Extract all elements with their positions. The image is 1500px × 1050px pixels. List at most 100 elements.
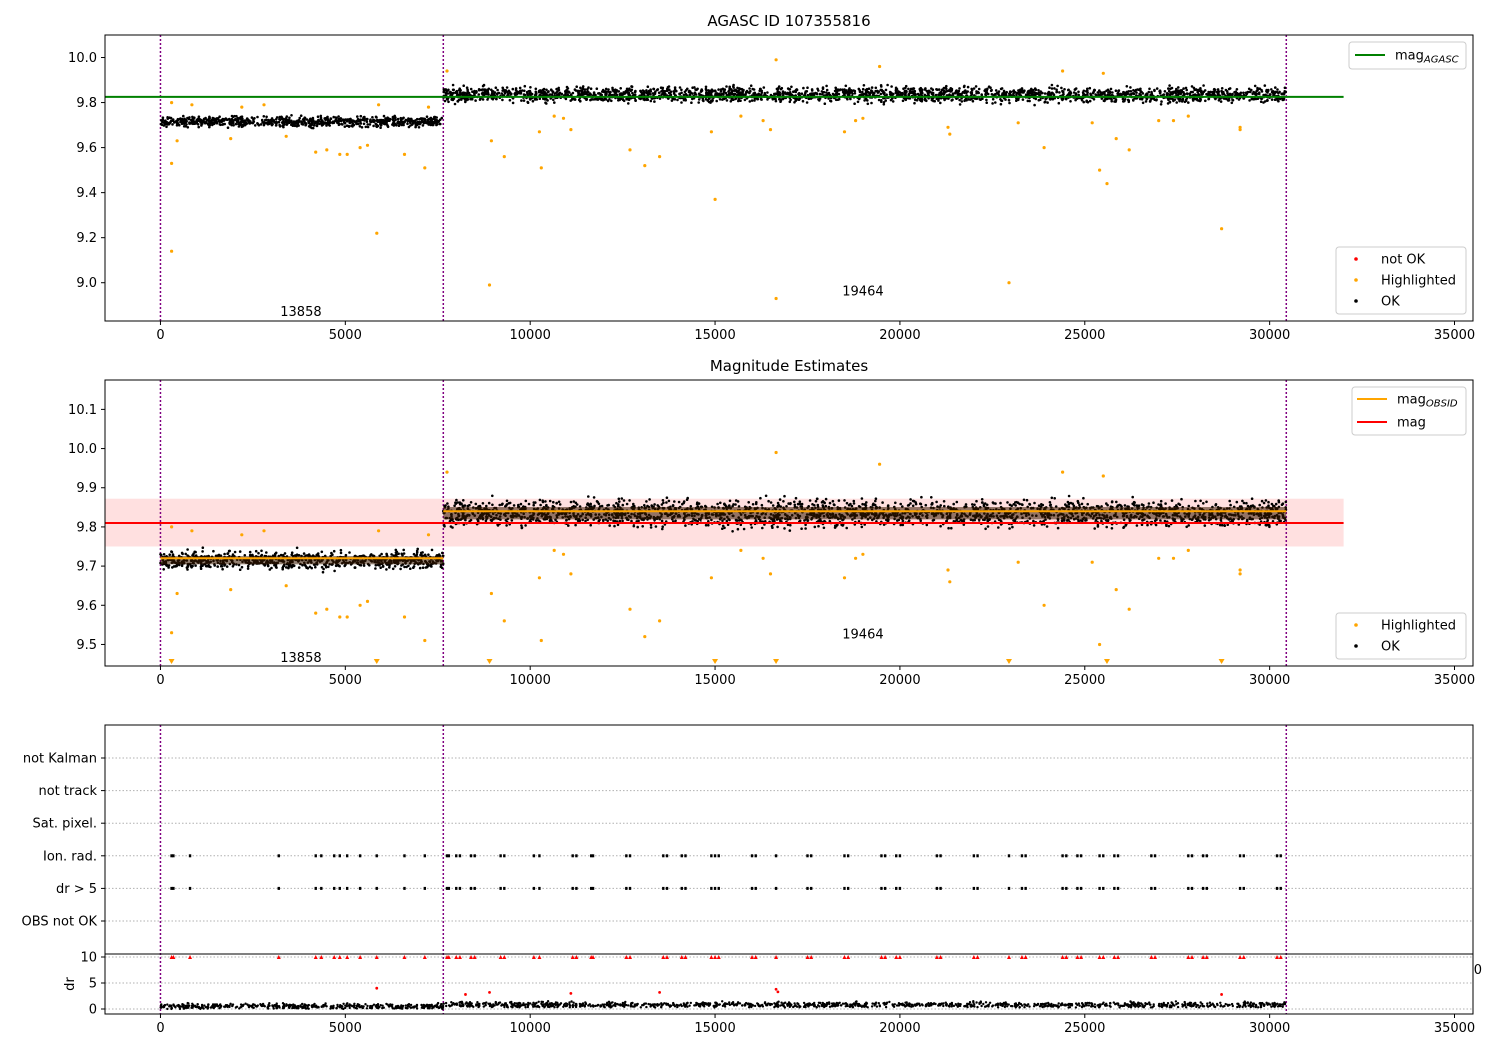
ok-point — [715, 99, 718, 103]
ok-point — [667, 97, 670, 100]
ok-point — [339, 548, 343, 552]
ok-point — [1147, 90, 1151, 94]
ok-point — [327, 123, 331, 126]
ok-point — [511, 87, 515, 91]
ok-point — [560, 92, 564, 96]
ok-point — [185, 119, 188, 122]
ok-point — [1080, 502, 1084, 506]
ok-point — [1128, 93, 1131, 96]
ok-point — [271, 119, 274, 123]
ok-point — [958, 98, 961, 102]
highlighted-point — [1127, 148, 1131, 152]
ok-point — [817, 89, 820, 92]
ok-point — [305, 566, 308, 569]
ok-point — [1104, 97, 1108, 101]
ok-point — [199, 120, 202, 124]
ok-point — [1033, 91, 1036, 94]
ok-point — [682, 98, 686, 102]
ok-point — [1096, 91, 1100, 94]
ok-point — [508, 98, 512, 102]
ok-point — [1092, 98, 1096, 101]
ok-point — [985, 101, 988, 104]
ok-point — [542, 92, 545, 96]
y-tick-label: 9.8 — [76, 96, 97, 111]
ok-point — [393, 565, 397, 568]
ok-point — [790, 93, 794, 97]
ok-point — [1266, 99, 1269, 102]
ok-point — [1153, 98, 1156, 101]
ok-point — [365, 120, 369, 123]
ok-point — [215, 121, 219, 125]
ok-point — [1241, 499, 1244, 503]
ok-point — [241, 124, 245, 128]
ok-point — [1119, 92, 1122, 96]
ok-point — [641, 89, 645, 92]
ok-point — [1202, 90, 1206, 94]
ok-point — [639, 97, 642, 101]
ok-point — [540, 90, 543, 93]
ok-point — [566, 93, 569, 96]
ok-point — [1230, 101, 1234, 105]
ok-point — [806, 93, 810, 97]
ok-point — [957, 89, 961, 93]
ok-point — [700, 89, 703, 93]
y-tick-label: 9.4 — [76, 186, 97, 201]
highlighted-point — [948, 132, 952, 136]
ok-point — [275, 123, 278, 127]
ok-point — [620, 497, 624, 500]
ok-point — [234, 117, 237, 121]
highlighted-point — [402, 152, 407, 156]
ok-point — [670, 99, 674, 102]
ok-point — [167, 566, 170, 569]
ok-point — [462, 499, 465, 502]
ok-point — [1284, 91, 1287, 94]
ok-point — [817, 98, 820, 101]
legend-label-mag: magAGASC — [1395, 49, 1459, 66]
ok-point — [162, 568, 165, 571]
ok-point — [672, 92, 676, 95]
ok-point — [660, 519, 664, 523]
ok-point — [557, 86, 560, 90]
ok-point — [1177, 86, 1180, 89]
ok-point — [882, 90, 885, 93]
ok-point — [956, 92, 959, 96]
y-tick-label: 9.6 — [76, 141, 97, 156]
ok-point — [340, 119, 343, 123]
ok-point — [281, 121, 284, 125]
ok-point — [930, 496, 933, 499]
ok-point — [617, 99, 620, 102]
highlighted-point — [284, 134, 288, 138]
ok-point — [523, 89, 526, 93]
ok-point — [337, 564, 340, 567]
x-tick-label: 30000 — [1249, 328, 1290, 343]
ok-point — [1191, 90, 1194, 94]
ok-point — [723, 97, 726, 101]
ok-point — [339, 551, 343, 555]
ok-point — [645, 89, 648, 92]
ok-point — [385, 553, 389, 557]
ok-point — [965, 99, 968, 102]
ok-point — [773, 97, 777, 101]
ok-point — [324, 565, 328, 569]
ok-point — [1216, 88, 1220, 91]
ok-point — [481, 91, 485, 94]
ok-point — [219, 564, 223, 568]
ok-point — [193, 116, 196, 119]
ok-point — [353, 566, 357, 569]
ok-point — [1032, 88, 1035, 92]
ok-point — [643, 97, 646, 101]
ok-point — [781, 92, 785, 95]
ok-point — [390, 553, 393, 556]
ok-point — [1129, 90, 1133, 93]
highlighted-point — [1238, 128, 1242, 132]
ok-point — [1074, 98, 1077, 102]
ok-point — [836, 98, 840, 101]
ok-point — [1278, 90, 1281, 94]
ok-point — [285, 115, 289, 118]
ok-point — [713, 89, 717, 92]
highlighted-point — [358, 146, 362, 150]
ok-point — [1167, 89, 1171, 93]
ok-point — [323, 117, 327, 120]
ok-point — [1197, 93, 1201, 97]
ok-point — [764, 93, 767, 97]
